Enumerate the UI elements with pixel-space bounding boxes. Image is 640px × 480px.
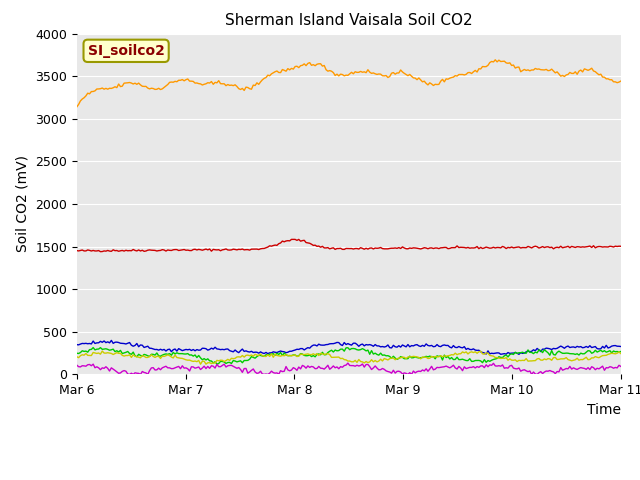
CO2_6	[401, 370, 408, 376]
CO2_1	[535, 245, 543, 251]
CO2_5	[408, 343, 415, 348]
Y-axis label: Soil CO2 (mV): Soil CO2 (mV)	[15, 156, 29, 252]
CO2_5	[617, 344, 625, 349]
CO2_4	[399, 355, 406, 360]
CO2_1	[97, 249, 104, 254]
CO2_3	[399, 354, 406, 360]
CO2_6	[73, 362, 81, 368]
Title: Sherman Island Vaisala Soil CO2: Sherman Island Vaisala Soil CO2	[225, 13, 472, 28]
CO2_5	[75, 342, 83, 348]
CO2_3	[75, 355, 83, 360]
CO2_4	[570, 351, 577, 357]
CO2_2	[395, 70, 403, 76]
CO2_3	[196, 361, 204, 367]
CO2_1	[410, 245, 417, 251]
CO2_6	[75, 364, 83, 370]
CO2_3	[401, 354, 408, 360]
Text: SI_soilco2: SI_soilco2	[88, 44, 164, 58]
CO2_4	[90, 345, 97, 350]
CO2_2	[568, 71, 575, 76]
CO2_1	[401, 245, 408, 251]
CO2_6	[399, 371, 406, 377]
Line: CO2_1: CO2_1	[77, 240, 621, 252]
Line: CO2_2: CO2_2	[77, 60, 621, 107]
CO2_3	[617, 350, 625, 356]
CO2_6	[125, 372, 133, 377]
CO2_4	[73, 350, 81, 356]
CO2_4	[410, 355, 417, 360]
CO2_1	[399, 244, 406, 250]
CO2_3	[535, 356, 543, 361]
CO2_4	[617, 348, 625, 354]
CO2_2	[75, 101, 83, 107]
X-axis label: Time: Time	[587, 403, 621, 417]
Line: CO2_3: CO2_3	[77, 351, 621, 364]
CO2_5	[399, 342, 406, 348]
CO2_5	[535, 347, 543, 353]
Legend: CO2_1, CO2_2, CO2_3, CO2_4, CO2_5, CO2_6: CO2_1, CO2_2, CO2_3, CO2_4, CO2_5, CO2_6	[99, 476, 598, 480]
CO2_2	[617, 78, 625, 84]
Line: CO2_4: CO2_4	[77, 348, 621, 364]
Line: CO2_6: CO2_6	[77, 363, 621, 374]
CO2_5	[73, 342, 81, 348]
CO2_3	[99, 348, 106, 354]
CO2_2	[73, 104, 81, 110]
CO2_5	[570, 344, 577, 350]
CO2_2	[406, 72, 413, 77]
CO2_2	[492, 57, 499, 63]
CO2_6	[570, 365, 577, 371]
CO2_2	[397, 67, 404, 73]
CO2_1	[75, 248, 83, 254]
CO2_6	[617, 363, 625, 369]
CO2_5	[515, 351, 523, 357]
CO2_1	[291, 237, 299, 242]
CO2_4	[213, 361, 221, 367]
CO2_6	[535, 370, 543, 376]
CO2_1	[617, 243, 625, 249]
Line: CO2_5: CO2_5	[77, 340, 621, 354]
CO2_4	[401, 356, 408, 361]
CO2_1	[73, 248, 81, 253]
CO2_6	[410, 368, 417, 374]
CO2_5	[108, 337, 115, 343]
CO2_1	[570, 244, 577, 250]
CO2_3	[73, 354, 81, 360]
CO2_3	[570, 358, 577, 363]
CO2_3	[410, 353, 417, 359]
CO2_6	[344, 360, 352, 366]
CO2_4	[535, 347, 543, 353]
CO2_5	[397, 344, 404, 350]
CO2_4	[75, 350, 83, 356]
CO2_2	[533, 66, 541, 72]
